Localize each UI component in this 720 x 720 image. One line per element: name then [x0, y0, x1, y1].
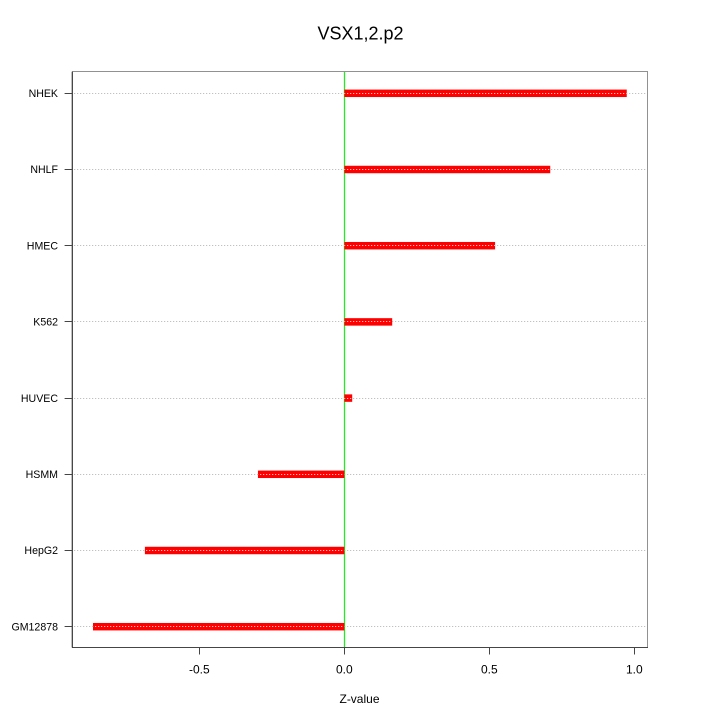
svg-text:1.0: 1.0: [626, 663, 643, 677]
svg-text:-0.5: -0.5: [189, 663, 210, 677]
svg-text:NHEK: NHEK: [29, 88, 58, 100]
svg-text:0.0: 0.0: [336, 663, 353, 677]
svg-text:HepG2: HepG2: [24, 545, 58, 557]
svg-text:NHLF: NHLF: [30, 164, 58, 176]
svg-text:HMEC: HMEC: [27, 240, 59, 252]
svg-text:K562: K562: [33, 317, 58, 329]
svg-text:HSMM: HSMM: [26, 469, 58, 481]
svg-text:HUVEC: HUVEC: [21, 393, 58, 405]
svg-text:0.5: 0.5: [481, 663, 498, 677]
svg-text:GM12878: GM12878: [11, 621, 58, 633]
svg-text:VSX1,2.p2: VSX1,2.p2: [317, 24, 403, 44]
svg-text:Z-value: Z-value: [339, 692, 379, 706]
